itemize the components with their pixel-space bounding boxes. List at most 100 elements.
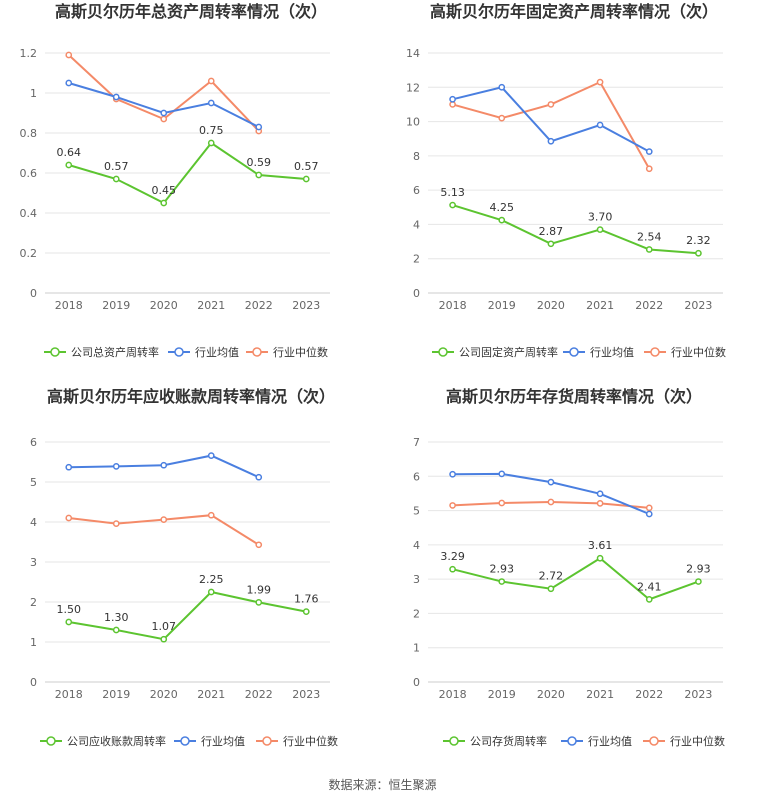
legend-marker-company xyxy=(449,736,459,746)
data-point-industry_median xyxy=(65,514,73,522)
data-label: 2.25 xyxy=(199,573,224,586)
data-point-company xyxy=(596,226,604,233)
y-tick-label: 8 xyxy=(413,150,420,163)
y-tick-label: 0.4 xyxy=(20,207,38,220)
data-label: 4.25 xyxy=(490,201,515,214)
legend-label-industry_avg: 行业均值 xyxy=(195,346,239,359)
y-tick-label: 3 xyxy=(413,573,420,586)
data-point-industry_avg xyxy=(207,99,215,107)
y-tick-label: 2 xyxy=(413,607,420,620)
data-point-industry_avg xyxy=(255,473,263,481)
y-tick-label: 0 xyxy=(413,287,420,300)
data-point-company xyxy=(449,565,456,573)
data-point-company xyxy=(160,199,168,207)
chart-svg: 高斯贝尔历年存货周转率情况（次） 0 1 2 3 4 5 6 7 2018 2019 2020 2021… xyxy=(413,387,725,748)
data-point-industry_median xyxy=(160,115,168,123)
y-tick-label: 1.2 xyxy=(20,47,38,60)
y-tick-label: 1 xyxy=(30,636,37,649)
x-tick-label: 2022 xyxy=(245,299,273,312)
legend-marker-industry_avg xyxy=(180,736,190,746)
series-line-company xyxy=(452,556,699,601)
data-point-industry_avg xyxy=(596,121,604,129)
legend-marker-company xyxy=(438,347,448,357)
y-tick-label: 5 xyxy=(413,505,420,518)
data-point-industry_avg xyxy=(160,461,168,469)
x-tick-label: 2022 xyxy=(635,299,663,312)
data-point-industry_avg xyxy=(498,83,506,91)
legend-label-industry_avg: 行业均值 xyxy=(590,346,634,359)
y-tick-label: 0.8 xyxy=(20,127,38,140)
y-tick-label: 0 xyxy=(413,676,420,689)
data-point-industry_median xyxy=(498,114,506,122)
data-point-industry_avg xyxy=(547,137,555,145)
legend-label-industry_median: 行业中位数 xyxy=(273,345,328,359)
data-point-company xyxy=(302,608,310,615)
legend-label-industry_median: 行业中位数 xyxy=(670,734,725,748)
x-tick-label: 2020 xyxy=(537,299,565,312)
chart-panel-fixed-asset-turnover: 高斯贝尔历年固定资产周转率情况（次） 0 2 4 6 8 10 12 14 2018 2019 202… xyxy=(383,0,765,385)
x-tick-label: 2021 xyxy=(197,688,225,701)
x-tick-label: 2019 xyxy=(102,299,130,312)
chart-panel-total-asset-turnover: 高斯贝尔历年总资产周转率情况（次） 0 0.2 0.4 0.6 0.8 1 1.2 2018 20… xyxy=(0,0,383,385)
y-tick-label: 14 xyxy=(406,47,420,60)
data-point-industry_median xyxy=(596,78,604,86)
data-point-industry_median xyxy=(547,498,555,506)
data-point-company xyxy=(255,599,263,606)
data-label: 0.75 xyxy=(199,124,224,137)
x-tick-label: 2020 xyxy=(537,688,565,701)
data-label: 3.70 xyxy=(588,211,613,224)
data-point-company xyxy=(207,139,215,147)
y-tick-label: 12 xyxy=(406,81,420,94)
chart-svg: 高斯贝尔历年固定资产周转率情况（次） 0 2 4 6 8 10 12 14 2018 2019 202… xyxy=(406,2,726,359)
data-label: 2.93 xyxy=(686,563,711,576)
legend-marker-industry_avg xyxy=(567,736,577,746)
data-label: 1.50 xyxy=(57,603,82,616)
x-tick-label: 2018 xyxy=(55,688,83,701)
legend-marker-industry_median xyxy=(262,736,272,746)
data-point-company xyxy=(695,578,702,585)
chart-panel-inventory-turnover: 高斯贝尔历年存货周转率情况（次） 0 1 2 3 4 5 6 7 2018 2019 2020 2021… xyxy=(383,385,765,770)
data-point-company xyxy=(302,175,310,183)
data-label: 1.99 xyxy=(247,583,272,596)
data-point-industry_avg xyxy=(112,463,120,470)
y-tick-label: 1 xyxy=(413,642,420,655)
y-tick-label: 0.2 xyxy=(20,247,38,260)
legend-marker-company xyxy=(46,736,56,746)
data-point-industry_median xyxy=(207,511,215,519)
data-point-company xyxy=(498,578,506,585)
legend-marker-industry_median xyxy=(649,736,659,746)
y-tick-label: 2 xyxy=(413,253,420,266)
x-tick-label: 2023 xyxy=(684,299,712,312)
data-point-company xyxy=(547,240,555,248)
data-point-company xyxy=(207,588,215,596)
x-tick-label: 2023 xyxy=(684,688,712,701)
data-point-industry_avg xyxy=(547,478,555,486)
data-source-note: 数据来源：恒生聚源 xyxy=(328,778,437,792)
data-label: 0.57 xyxy=(294,160,319,173)
data-point-company xyxy=(112,175,120,183)
data-label: 0.59 xyxy=(247,156,272,169)
data-point-company xyxy=(449,201,456,209)
y-tick-label: 6 xyxy=(413,470,420,483)
x-tick-label: 2018 xyxy=(55,299,83,312)
data-label: 3.61 xyxy=(588,539,613,552)
chart-title: 高斯贝尔历年固定资产周转率情况（次） xyxy=(430,2,718,21)
legend-marker-industry_avg xyxy=(569,347,579,357)
legend-label-industry_median: 行业中位数 xyxy=(671,345,726,359)
data-label: 1.76 xyxy=(294,593,319,606)
data-point-industry_median xyxy=(498,499,506,507)
data-point-industry_median xyxy=(645,504,653,512)
legend-marker-company xyxy=(50,347,60,357)
y-tick-label: 5 xyxy=(30,476,37,489)
y-tick-label: 0 xyxy=(30,676,37,689)
series-line-company xyxy=(68,141,307,205)
data-point-company xyxy=(65,618,73,626)
data-label: 0.64 xyxy=(57,146,82,159)
data-point-company xyxy=(255,171,263,179)
data-label: 1.30 xyxy=(104,611,129,624)
data-label: 1.07 xyxy=(152,620,177,633)
data-point-company xyxy=(645,246,653,253)
data-point-industry_avg xyxy=(112,93,120,101)
data-point-industry_avg xyxy=(207,452,215,459)
legend-label-industry_median: 行业中位数 xyxy=(283,734,338,748)
